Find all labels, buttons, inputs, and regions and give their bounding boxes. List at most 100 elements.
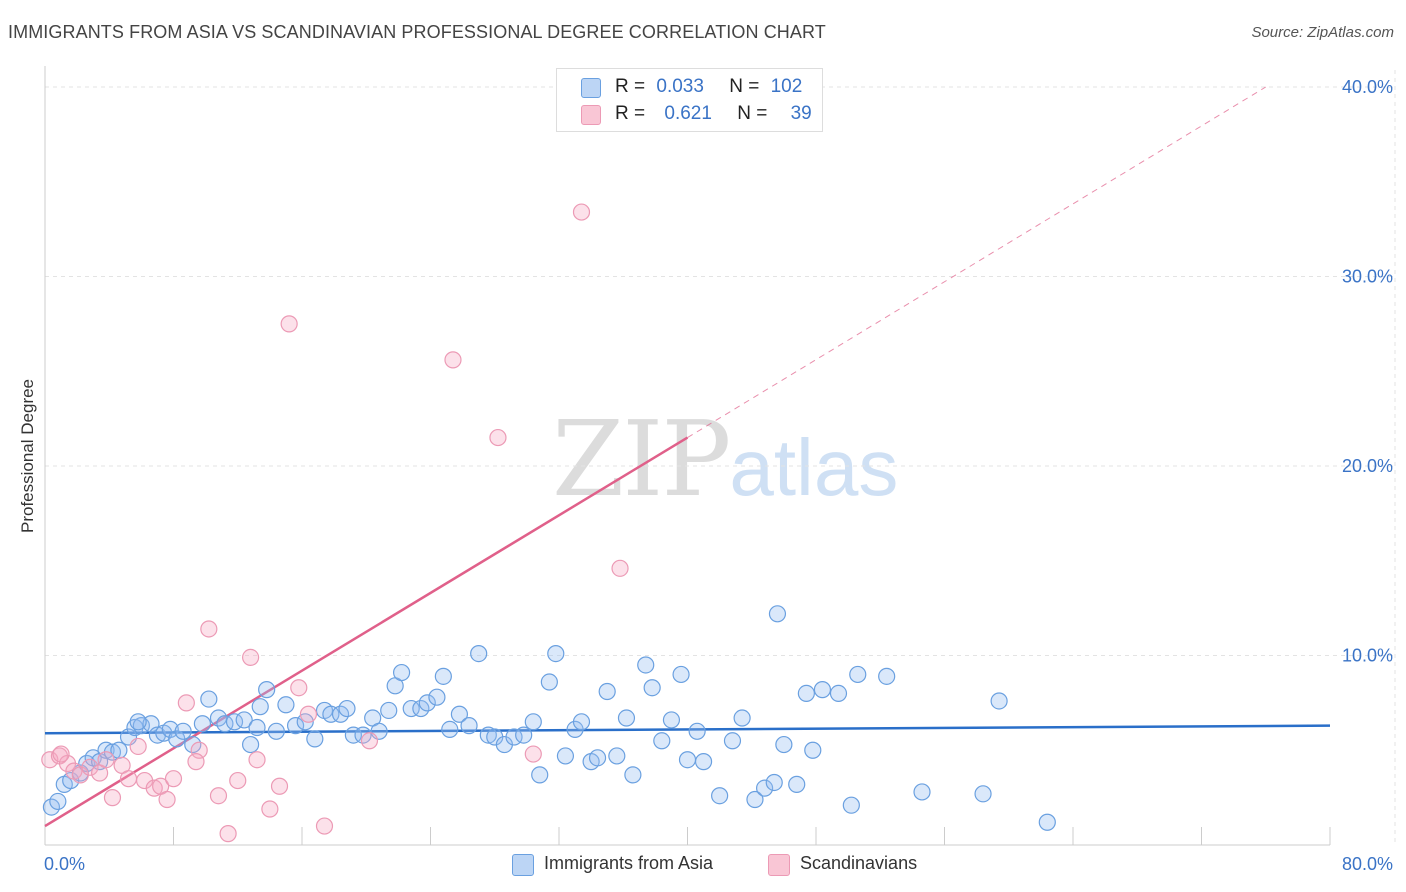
data-point-asia	[556, 747, 575, 765]
n-label: N =	[729, 76, 760, 97]
data-point-scandinavians	[177, 694, 195, 712]
data-point-scandinavians	[219, 825, 237, 843]
data-point-asia	[637, 656, 655, 674]
data-point-asia	[694, 753, 713, 771]
data-point-scandinavians	[103, 789, 122, 807]
data-point-asia	[306, 730, 324, 748]
data-point-asia	[974, 785, 992, 803]
data-point-asia	[711, 787, 729, 805]
data-point-scandinavians	[524, 745, 542, 763]
legend-label-asia: Immigrants from Asia	[544, 853, 714, 873]
data-point-asia	[277, 696, 295, 714]
data-point-asia	[733, 709, 751, 727]
data-point-asia	[723, 732, 742, 750]
chart-title: IMMIGRANTS FROM ASIA VS SCANDINAVIAN PRO…	[8, 22, 826, 42]
data-point-asia	[450, 705, 469, 723]
legend-item-asia: Immigrants from Asia	[512, 850, 752, 876]
data-point-asia	[572, 713, 591, 731]
data-point-scandinavians	[158, 790, 176, 809]
series-asia-points	[42, 605, 1056, 831]
data-point-asia	[470, 645, 488, 663]
data-point-asia	[829, 684, 848, 703]
data-point-asia	[434, 667, 452, 685]
data-point-scandinavians	[261, 800, 279, 818]
data-point-scandinavians	[200, 620, 218, 638]
data-point-asia	[608, 747, 626, 765]
trend-lines	[44, 86, 1331, 828]
data-point-scandinavians	[360, 732, 379, 750]
swatch-scandinavians	[581, 105, 601, 125]
data-point-scandinavians	[299, 705, 318, 723]
axes	[44, 66, 1331, 846]
data-point-asia	[617, 709, 636, 727]
data-point-asia	[755, 779, 774, 797]
tick-labels: 10.0% 20.0% 30.0% 40.0% 0.0% 80.0%	[44, 77, 1393, 874]
legend-label-scandinavians: Scandinavians	[800, 853, 918, 873]
data-point-asia	[797, 684, 815, 703]
data-point-asia	[775, 735, 793, 754]
data-point-asia	[746, 790, 764, 809]
y-tick-label: 20.0%	[1342, 456, 1393, 476]
data-point-asia	[418, 694, 436, 712]
data-point-asia	[161, 720, 179, 739]
data-point-scandinavians	[164, 770, 183, 788]
data-point-asia	[338, 699, 356, 718]
data-point-asia	[392, 663, 411, 682]
data-point-asia	[913, 783, 931, 801]
source-credit: Source: ZipAtlas.com	[1251, 24, 1394, 41]
legend-swatch-scandinavians	[768, 854, 790, 876]
data-point-asia	[765, 773, 783, 792]
stats-asia-text: R = 0.033 N = 102	[615, 74, 802, 100]
data-point-asia	[49, 792, 67, 811]
data-point-scandinavians	[52, 745, 70, 763]
data-point-scandinavians	[145, 779, 163, 797]
data-point-scandinavians	[248, 751, 266, 769]
data-point-asia	[547, 645, 565, 663]
r-value: 0.621	[664, 103, 712, 124]
data-point-asia	[688, 722, 706, 740]
data-point-asia	[286, 717, 305, 735]
data-point-asia	[428, 688, 446, 706]
y-tick-label: 40.0%	[1342, 77, 1393, 97]
data-point-asia	[672, 665, 690, 684]
data-point-asia	[531, 766, 549, 784]
data-point-asia	[1038, 813, 1056, 831]
data-point-scandinavians	[187, 753, 205, 771]
data-point-asia	[174, 722, 192, 740]
data-point-asia	[588, 749, 607, 767]
r-label: R =	[615, 103, 646, 124]
data-point-scandinavians	[209, 787, 228, 805]
watermark-atlas: atlas	[729, 423, 899, 512]
trendline-asia	[44, 724, 1331, 735]
data-point-asia	[267, 722, 285, 740]
r-label: R =	[615, 76, 646, 97]
data-point-asia	[380, 701, 398, 720]
legend-swatch-asia	[512, 854, 534, 876]
data-point-asia	[540, 673, 558, 691]
data-point-asia	[200, 690, 218, 708]
legend-item-scandinavians: Scandinavians	[768, 850, 948, 876]
stats-legend: R = 0.033 N = 102 R = 0.621 N = 39	[556, 68, 823, 132]
data-point-asia	[97, 741, 115, 759]
watermark-zip: ZIP	[552, 398, 731, 520]
data-point-asia	[242, 735, 260, 754]
y-tick-label: 10.0%	[1342, 646, 1393, 666]
data-point-scandinavians	[611, 559, 629, 577]
trendline-scandinavians	[44, 436, 689, 828]
data-point-asia	[842, 796, 860, 814]
trendline-scandinavians-extension	[687, 86, 1267, 439]
data-point-scandinavians	[97, 751, 115, 769]
data-point-asia	[258, 681, 276, 699]
data-point-asia	[460, 717, 478, 735]
data-point-asia	[235, 711, 253, 729]
data-point-asia	[515, 726, 533, 744]
data-point-scandinavians	[81, 758, 99, 776]
data-point-scandinavians	[489, 428, 507, 447]
x-tick-label: 80.0%	[1342, 854, 1393, 874]
data-point-asia	[129, 713, 147, 731]
data-point-scandinavians	[315, 817, 334, 835]
data-point-asia	[598, 682, 616, 701]
data-point-asia	[813, 681, 832, 699]
data-point-asia	[878, 667, 896, 685]
